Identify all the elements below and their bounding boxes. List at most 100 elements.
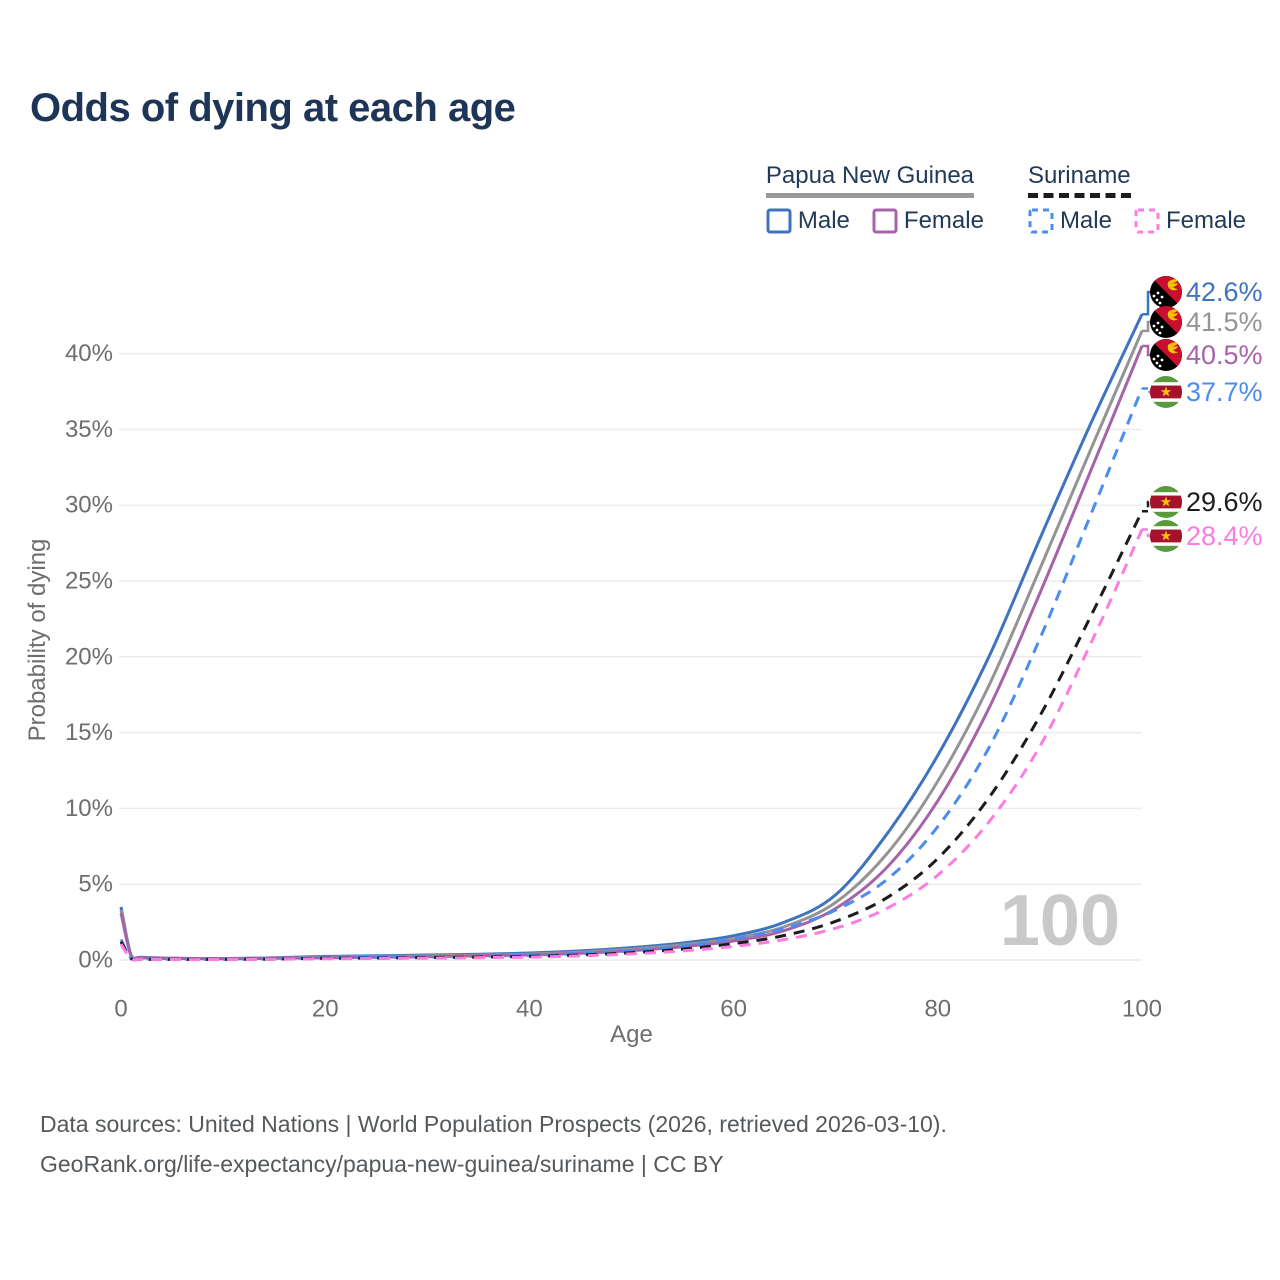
legend-header-papua-new-guinea: Papua New Guinea [765, 162, 975, 198]
papua-new-guinea-flag-icon-part [1155, 361, 1159, 365]
label-connector-suriname-male [1142, 387, 1150, 394]
x-axis-title: Age [610, 1021, 653, 1048]
x-tick-label: 80 [924, 996, 951, 1023]
papua-new-guinea-flag-icon [1150, 339, 1182, 371]
papua-new-guinea-flag-icon [1150, 306, 1182, 338]
y-tick-label: 40% [65, 340, 113, 367]
y-tick-label: 0% [78, 947, 113, 974]
legend-item-png-female[interactable]: Female [872, 207, 984, 235]
papua-new-guinea-flag-icon-part [1160, 325, 1164, 329]
end-value-label-suriname-female: 28.4% [1186, 521, 1263, 551]
x-tick-label: 0 [114, 996, 127, 1023]
suriname-flag-icon [1150, 520, 1182, 552]
legend-item-label: Female [1165, 207, 1246, 234]
papua-new-guinea-flag-icon-part [1160, 295, 1164, 299]
y-tick-label: 10% [65, 795, 113, 822]
papua-new-guinea-flag-icon [1150, 276, 1182, 308]
series-line-suriname-male [119, 387, 1144, 962]
png-female-swatch-icon [872, 208, 898, 234]
series-line-suriname-female [119, 528, 1144, 962]
end-value-label-papua-new-guinea-male: 42.6% [1186, 277, 1263, 307]
papua-new-guinea-flag-icon-part [1152, 294, 1156, 298]
legend-group-papua-new-guinea: Papua New Guinea Male Female [765, 162, 984, 235]
y-tick-label: 15% [65, 719, 113, 746]
series-line-papua-new-guinea-both-sexes [119, 330, 1144, 961]
x-tick-label: 40 [516, 996, 543, 1023]
papua-new-guinea-flag-icon-part [1155, 328, 1159, 332]
y-tick-label: 5% [78, 871, 113, 898]
y-tick-label: 25% [65, 568, 113, 595]
page-title: Odds of dying at each age [30, 86, 516, 130]
y-tick-label: 35% [65, 416, 113, 443]
x-tick-label: 100 [1122, 996, 1162, 1023]
end-value-label-suriname-male: 37.7% [1186, 377, 1263, 407]
data-sources-text: Data sources: United Nations | World Pop… [40, 1111, 947, 1137]
x-tick-label: 20 [312, 996, 339, 1023]
age-100-watermark: 100 [1000, 881, 1120, 961]
legend-items-suriname: Male Female [1028, 207, 1246, 235]
legend-group-suriname: Suriname Male Female [1027, 162, 1246, 235]
suriname-male-swatch-icon [1028, 208, 1054, 234]
suriname-flag-icon-part [1150, 526, 1182, 530]
papua-new-guinea-flag-icon-part [1158, 364, 1162, 368]
papua-new-guinea-flag-icon-part [1152, 357, 1156, 361]
suriname-flag-icon [1150, 486, 1182, 518]
papua-new-guinea-flag-icon-part [1167, 342, 1178, 354]
suriname-flag-icon-part [1150, 376, 1182, 408]
suriname-flag-icon-part [1150, 398, 1182, 402]
papua-new-guinea-flag-icon-part [1155, 298, 1159, 302]
suriname-flag-icon-part [1160, 496, 1172, 507]
y-tick-label: 30% [65, 492, 113, 519]
legend-items-papua-new-guinea: Male Female [766, 207, 984, 235]
suriname-flag-icon-part [1150, 542, 1182, 546]
suriname-flag-icon-part [1150, 382, 1182, 386]
legend-item-label: Male [797, 207, 850, 234]
legend-item-label: Male [1059, 207, 1112, 234]
label-connector-suriname-both-sexes [1142, 500, 1150, 513]
suriname-flag-icon-part [1150, 508, 1182, 512]
suriname-flag-icon-part [1150, 486, 1182, 518]
legend-item-label: Female [903, 207, 984, 234]
label-connector-suriname-female [1142, 528, 1150, 538]
series-line-papua-new-guinea-male [119, 313, 1144, 961]
footer: Data sources: United Nations | World Pop… [40, 1104, 947, 1184]
legend-header-suriname: Suriname [1027, 162, 1131, 198]
y-axis-title: Probability of dying [24, 539, 51, 742]
papua-new-guinea-flag-icon-part [1150, 306, 1182, 338]
y-tick-label: 20% [65, 643, 113, 670]
suriname-flag-icon-part [1160, 386, 1172, 397]
papua-new-guinea-flag-icon-part [1167, 309, 1178, 321]
legend: Papua New Guinea Male Female Suriname [765, 162, 1246, 235]
legend-item-suriname-female[interactable]: Female [1134, 207, 1246, 235]
papua-new-guinea-flag-icon-part [1156, 321, 1160, 325]
label-connector-papua-new-guinea-male [1142, 290, 1150, 316]
suriname-flag-icon-part [1160, 530, 1172, 541]
suriname-flag-icon [1150, 376, 1182, 408]
series-line-suriname-both-sexes [119, 510, 1144, 962]
series-line-papua-new-guinea-female [119, 345, 1144, 961]
suriname-female-swatch-icon [1134, 208, 1160, 234]
papua-new-guinea-flag-icon-part [1158, 301, 1162, 305]
end-value-label-papua-new-guinea-female: 40.5% [1186, 340, 1263, 370]
suriname-flag-icon-part [1150, 492, 1182, 496]
legend-item-png-male[interactable]: Male [766, 207, 850, 235]
end-value-label-suriname-both-sexes: 29.6% [1186, 487, 1263, 517]
papua-new-guinea-flag-icon-part [1156, 354, 1160, 358]
legend-item-suriname-male[interactable]: Male [1028, 207, 1112, 235]
label-connector-papua-new-guinea-both-sexes [1142, 320, 1150, 333]
papua-new-guinea-flag-icon-part [1156, 291, 1160, 295]
attribution-link-text[interactable]: GeoRank.org/life-expectancy/papua-new-gu… [40, 1151, 724, 1177]
papua-new-guinea-flag-icon-part [1160, 358, 1164, 362]
papua-new-guinea-flag-icon-part [1167, 279, 1178, 291]
papua-new-guinea-flag-icon-part [1158, 331, 1162, 335]
papua-new-guinea-flag-icon-part [1150, 276, 1182, 308]
end-value-label-papua-new-guinea-both-sexes: 41.5% [1186, 307, 1263, 337]
label-connector-papua-new-guinea-female [1142, 344, 1150, 357]
papua-new-guinea-flag-icon-part [1150, 339, 1182, 371]
suriname-flag-icon-part [1150, 520, 1182, 552]
x-tick-label: 60 [720, 996, 747, 1023]
papua-new-guinea-flag-icon-part [1152, 324, 1156, 328]
png-male-swatch-icon [766, 208, 792, 234]
